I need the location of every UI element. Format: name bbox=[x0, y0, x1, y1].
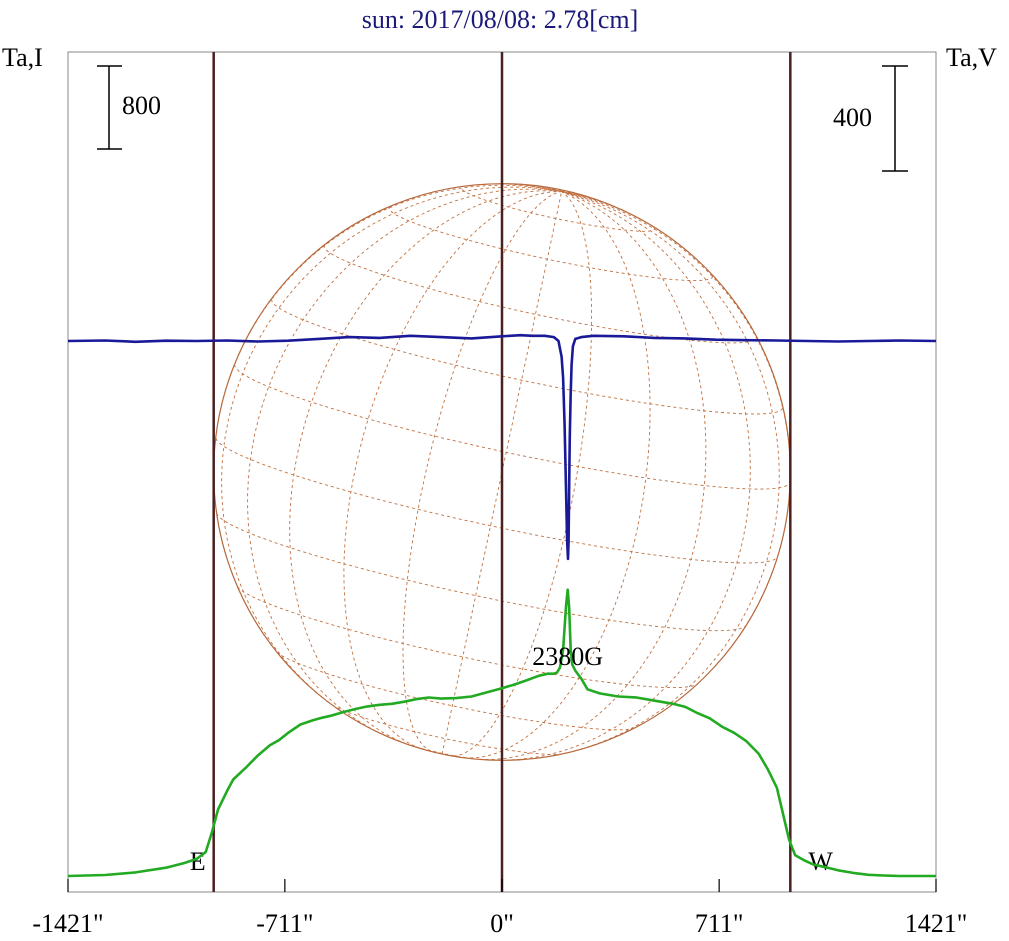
x-tick-label: 1421" bbox=[905, 909, 968, 938]
latitude-line bbox=[271, 299, 784, 415]
latitude-line bbox=[216, 512, 747, 632]
y-axis-label-right: Ta,V bbox=[946, 43, 997, 72]
longitude-line bbox=[247, 188, 562, 740]
latitude-line bbox=[323, 244, 757, 344]
longitude-line bbox=[343, 191, 562, 749]
longitude-line bbox=[561, 191, 657, 229]
x-tick-label: -1421" bbox=[32, 909, 103, 938]
x-tick-label: 0" bbox=[490, 909, 514, 938]
longitude-line bbox=[453, 191, 593, 757]
y-axis-label-left: Ta,I bbox=[2, 43, 43, 72]
x-axis: -1421" -711" 0" 711" 1421" bbox=[32, 879, 967, 938]
series-line-V bbox=[67, 333, 937, 561]
series-line-I bbox=[67, 588, 936, 878]
scale-bar-left: 800 bbox=[97, 65, 161, 150]
x-tick-label: 711" bbox=[695, 909, 744, 938]
longitude-line bbox=[493, 191, 751, 761]
chart-title: sun: 2017/08/08: 2.78[cm] bbox=[362, 5, 639, 34]
x-tick-label: -711" bbox=[256, 909, 313, 938]
longitude-line bbox=[221, 186, 562, 709]
latitude-line bbox=[215, 438, 778, 564]
longitude-line bbox=[464, 191, 651, 759]
scale-label-left: 800 bbox=[122, 91, 161, 120]
longitude-line bbox=[289, 190, 562, 747]
longitude-line bbox=[561, 190, 570, 193]
sunspot-annotation: 2380G bbox=[532, 642, 603, 671]
latitude-line bbox=[404, 742, 481, 760]
series-group bbox=[67, 333, 937, 878]
latitude-line bbox=[331, 704, 563, 755]
west-limb-label: W bbox=[808, 847, 833, 876]
latitude-line bbox=[237, 586, 698, 689]
longitude-line bbox=[473, 191, 707, 760]
scale-label-right: 400 bbox=[833, 103, 872, 132]
longitude-line bbox=[441, 191, 563, 754]
latitude-line bbox=[234, 364, 791, 490]
scale-bar-right: 400 bbox=[833, 65, 908, 172]
